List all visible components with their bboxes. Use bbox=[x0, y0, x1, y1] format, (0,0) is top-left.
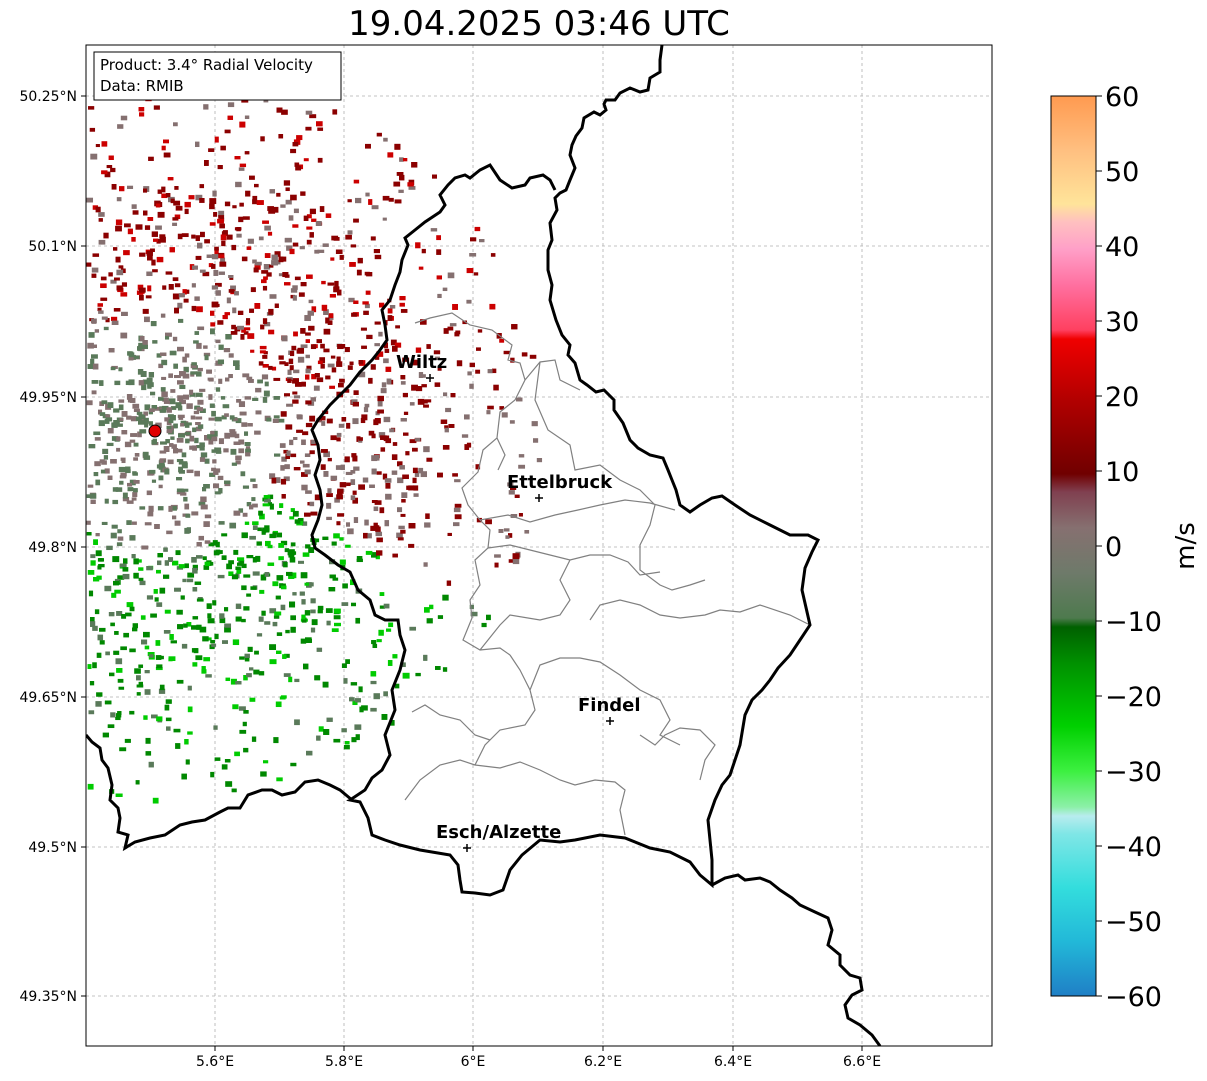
info-product: Product: 3.4° Radial Velocity bbox=[100, 56, 313, 74]
lat-tick-label: 49.35°N bbox=[19, 989, 77, 1005]
city-findel: Findel bbox=[578, 695, 641, 725]
colorbar-tick-label: −20 bbox=[1105, 682, 1162, 713]
latitude-axis: 50.25°N 50.1°N 49.95°N 49.8°N 49.65°N 49.5°N 4… bbox=[19, 89, 86, 1005]
colorbar-tick-label: 20 bbox=[1105, 382, 1139, 413]
lon-tick-label: 6°E bbox=[461, 1054, 486, 1070]
colorbar-ticks: 60 50 40 30 20 10 0 −10 −20 −30 −40 −50 −60 bbox=[1096, 82, 1162, 1013]
colorbar-tick-label: 0 bbox=[1105, 532, 1122, 563]
colorbar-tick-label: 30 bbox=[1105, 307, 1139, 338]
lat-tick-label: 49.65°N bbox=[19, 690, 77, 706]
colorbar-tick-label: −50 bbox=[1105, 907, 1162, 938]
colorbar-tick-label: 60 bbox=[1105, 82, 1139, 113]
colorbar-tick-label: 40 bbox=[1105, 232, 1139, 263]
lon-tick-label: 5.8°E bbox=[325, 1054, 363, 1070]
colorbar: 60 50 40 30 20 10 0 −10 −20 −30 −40 −50 −60 m/s bbox=[1050, 82, 1201, 1013]
city-wiltz: Wiltz bbox=[396, 352, 447, 382]
longitude-axis: 5.6°E 5.8°E 6°E 6.2°E 6.4°E 6.6°E bbox=[196, 1046, 881, 1070]
colorbar-scale bbox=[1050, 95, 1097, 997]
radar-site-marker bbox=[148, 424, 162, 438]
plot-frame bbox=[85, 44, 993, 1047]
lon-tick-label: 6.4°E bbox=[714, 1054, 752, 1070]
borders bbox=[86, 45, 882, 1046]
city-ettelbruck: Ettelbruck bbox=[507, 472, 613, 502]
colorbar-unit: m/s bbox=[1171, 522, 1201, 570]
colorbar-tick-label: −60 bbox=[1105, 982, 1162, 1013]
city-markers: Wiltz Ettelbruck Findel Esch/Alzette bbox=[396, 352, 641, 852]
info-data: Data: RMIB bbox=[100, 77, 184, 95]
lat-tick-label: 49.95°N bbox=[19, 390, 77, 406]
city-label: Wiltz bbox=[396, 352, 447, 373]
lat-tick-label: 50.25°N bbox=[19, 89, 77, 105]
colorbar-tick-label: 10 bbox=[1105, 457, 1139, 488]
city-label: Ettelbruck bbox=[507, 472, 613, 493]
canton-boundaries bbox=[404, 312, 811, 836]
city-label: Esch/Alzette bbox=[436, 822, 561, 843]
colorbar-tick-label: −40 bbox=[1105, 832, 1162, 863]
plot-area bbox=[86, 45, 992, 1046]
lat-tick-label: 50.1°N bbox=[28, 239, 77, 255]
colorbar-tick-label: −10 bbox=[1105, 607, 1162, 638]
colorbar-tick-label: 50 bbox=[1105, 157, 1139, 188]
map-title: 19.04.2025 03:46 UTC bbox=[348, 4, 730, 44]
lon-tick-label: 6.2°E bbox=[584, 1054, 622, 1070]
colorbar-tick-label: −30 bbox=[1105, 757, 1162, 788]
lat-tick-label: 49.8°N bbox=[28, 540, 77, 556]
lon-tick-label: 6.6°E bbox=[843, 1054, 881, 1070]
lon-tick-label: 5.6°E bbox=[196, 1054, 234, 1070]
city-label: Findel bbox=[578, 695, 641, 716]
radar-echoes bbox=[86, 72, 543, 804]
lat-tick-label: 49.5°N bbox=[28, 840, 77, 856]
city-esch-alzette: Esch/Alzette bbox=[436, 822, 561, 852]
info-box: Product: 3.4° Radial Velocity Data: RMIB bbox=[93, 51, 342, 101]
national-border bbox=[86, 45, 882, 1046]
